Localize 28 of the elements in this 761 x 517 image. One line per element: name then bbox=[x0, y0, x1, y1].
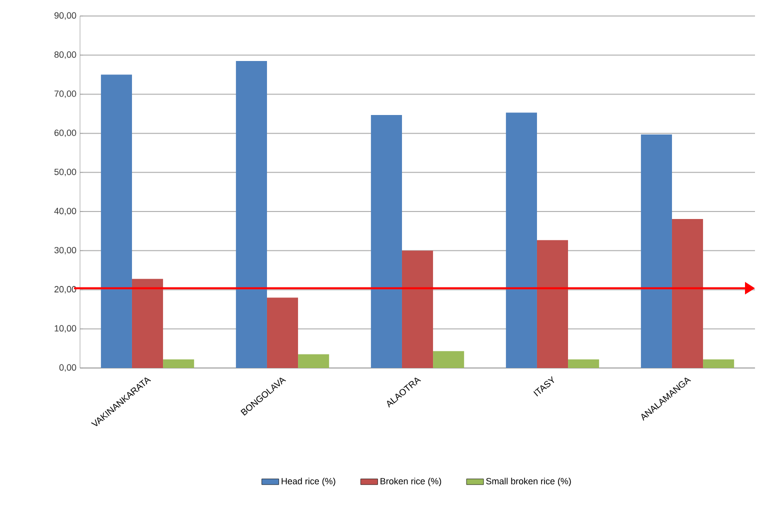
legend-label: Broken rice (%) bbox=[380, 478, 442, 486]
y-tick-label: 80,00 bbox=[54, 51, 76, 59]
bar bbox=[433, 351, 464, 368]
bar bbox=[402, 250, 434, 368]
bar bbox=[703, 359, 734, 368]
y-tick-label: 70,00 bbox=[54, 90, 76, 98]
bar bbox=[298, 354, 330, 368]
legend-label: Small broken rice (%) bbox=[486, 478, 571, 486]
bar bbox=[266, 298, 298, 368]
bar bbox=[672, 218, 704, 368]
bar bbox=[536, 240, 568, 368]
y-tick-label: 10,00 bbox=[54, 325, 76, 333]
y-tick-label: 60,00 bbox=[54, 130, 76, 138]
y-tick-label: 20,00 bbox=[54, 286, 76, 294]
y-tick-label: 50,00 bbox=[54, 168, 76, 176]
bar bbox=[132, 278, 164, 368]
bar bbox=[370, 114, 402, 368]
bar bbox=[100, 74, 132, 368]
bar bbox=[568, 359, 600, 368]
y-tick-label: 90,00 bbox=[54, 12, 76, 20]
y-tick-label: 30,00 bbox=[54, 246, 76, 254]
bar bbox=[236, 60, 267, 368]
legend-label: Head rice (%) bbox=[282, 478, 336, 486]
bar bbox=[163, 359, 194, 368]
bar bbox=[506, 112, 537, 368]
y-tick-label: 0,00 bbox=[59, 364, 76, 372]
y-tick-label: 40,00 bbox=[54, 208, 76, 216]
bar bbox=[640, 134, 672, 368]
